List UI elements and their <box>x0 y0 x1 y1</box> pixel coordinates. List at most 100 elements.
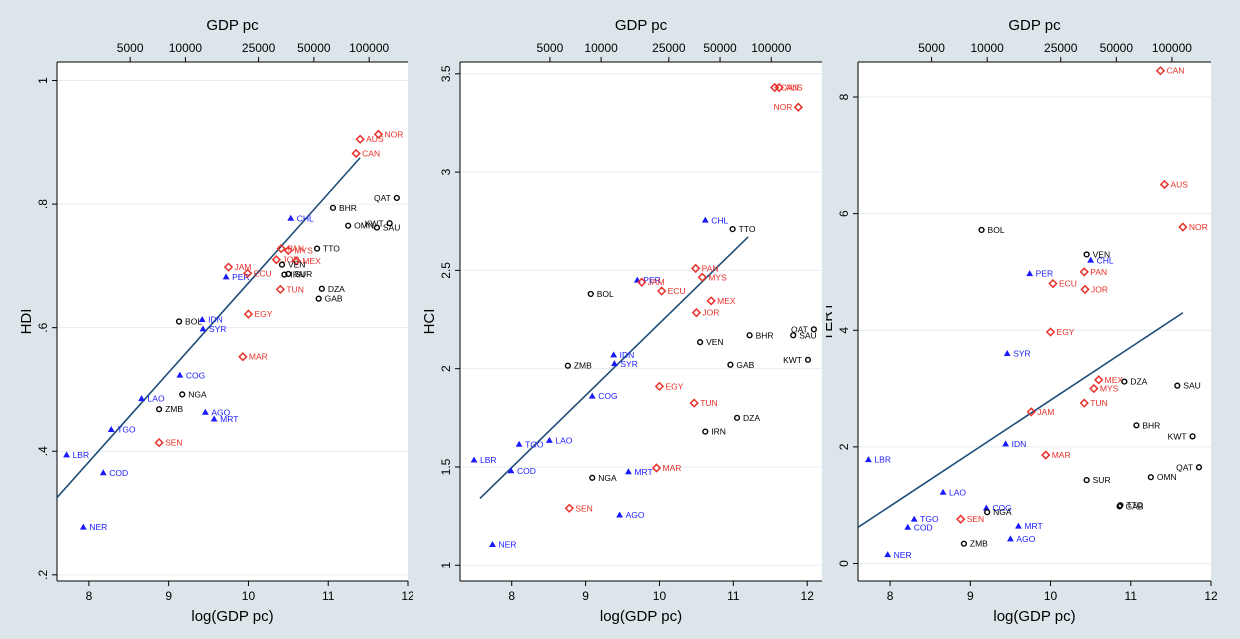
point-label: SEN <box>967 514 984 524</box>
data-point-tun <box>689 398 699 408</box>
data-point-mrt <box>625 468 632 475</box>
point-label: MAR <box>249 352 268 362</box>
point-label: EGY <box>1057 327 1075 337</box>
point-label: QAT <box>374 193 391 203</box>
x-axis-title: log(GDP pc) <box>191 608 273 625</box>
point-label: CHL <box>711 215 728 225</box>
data-point-bhr <box>1133 422 1140 429</box>
point-label: SUR <box>1093 475 1111 485</box>
x-tick-label: 12 <box>801 589 815 603</box>
data-point-cod <box>507 467 515 474</box>
data-point-cod <box>904 523 912 530</box>
data-point-sen <box>154 437 164 448</box>
point-label: KWT <box>365 218 384 228</box>
data-point-aus <box>1159 179 1170 190</box>
data-point-qat <box>810 326 817 333</box>
data-point-cog <box>982 504 990 511</box>
point-label: SAU <box>799 330 816 340</box>
data-point-chl <box>1087 256 1095 263</box>
y-tick-label: 2 <box>439 365 453 372</box>
point-label: TGO <box>525 439 544 449</box>
point-label: COD <box>914 522 933 532</box>
point-label: VEN <box>288 260 305 270</box>
point-label: NGA <box>598 473 617 483</box>
point-label: GAB <box>325 294 343 304</box>
point-label: NER <box>499 540 517 550</box>
point-label: MYS <box>1100 384 1119 394</box>
point-label: JAM <box>235 262 252 272</box>
point-label: BHR <box>756 330 774 340</box>
y-axis-title: HDI <box>18 309 35 335</box>
data-point-sen <box>564 503 574 513</box>
point-label: IRN <box>711 427 726 437</box>
point-label: LBR <box>874 455 891 465</box>
data-point-ecu <box>657 286 667 296</box>
point-label: LBR <box>480 455 497 465</box>
data-point-kwt <box>1189 433 1196 440</box>
point-label: JOR <box>702 308 719 318</box>
point-label: TUN <box>1090 398 1107 408</box>
point-label: SEN <box>575 503 592 513</box>
point-label: GAB <box>1126 501 1144 511</box>
point-label: ECU <box>668 286 686 296</box>
point-label: NGA <box>993 507 1012 517</box>
data-point-idn <box>610 351 618 358</box>
data-point-zmb <box>960 540 968 547</box>
point-label: AUS <box>785 83 803 93</box>
data-point-dza <box>733 414 741 421</box>
data-point-nor <box>373 129 384 139</box>
point-label: MAR <box>663 463 682 473</box>
top-axis-title: GDP pc <box>1008 17 1061 34</box>
data-point-sau <box>373 224 380 231</box>
point-label: EGY <box>254 309 272 319</box>
data-point-syr <box>1003 349 1011 356</box>
data-point-mar <box>651 463 662 473</box>
y-tick-label: 3 <box>439 168 453 175</box>
y-tick-label: 1.5 <box>439 458 453 475</box>
data-point-zmb <box>156 406 163 413</box>
x-tick-label: 10 <box>242 589 256 603</box>
point-label: IDN <box>208 315 223 325</box>
data-point-tgo <box>515 440 523 447</box>
top-tick-label: 5000 <box>117 41 144 55</box>
top-tick-label: 10000 <box>970 41 1004 55</box>
data-point-sau <box>1174 382 1181 389</box>
point-label: LAO <box>949 487 966 497</box>
data-point-qat <box>393 194 400 202</box>
data-point-ecu <box>242 268 253 278</box>
x-tick-label: 12 <box>1204 589 1218 603</box>
data-point-chl <box>701 216 709 223</box>
top-tick-label: 10000 <box>169 41 203 55</box>
point-label: OMN <box>1157 472 1177 482</box>
data-point-ago <box>1007 535 1014 542</box>
data-point-egy <box>1045 327 1056 337</box>
top-tick-label: 25000 <box>242 41 276 55</box>
point-label: KWT <box>1168 431 1187 441</box>
x-tick-label: 8 <box>86 589 93 603</box>
y-tick-label: 8 <box>837 93 851 100</box>
data-point-ven <box>278 261 286 268</box>
data-point-nor <box>793 102 804 112</box>
point-label: AUS <box>1170 179 1188 189</box>
data-point-bol <box>587 290 594 298</box>
point-label: CAN <box>1166 66 1184 76</box>
data-point-mex <box>291 256 301 266</box>
point-label: ZMB <box>574 361 592 371</box>
data-point-mys <box>1089 383 1099 394</box>
point-label: ECU <box>254 268 272 278</box>
data-point-can <box>1155 66 1166 76</box>
point-label: COG <box>598 391 617 401</box>
data-point-tun <box>275 284 286 295</box>
point-label: COD <box>109 468 128 478</box>
data-point-sau <box>790 332 797 339</box>
point-label: NOR <box>773 102 792 112</box>
data-point-per <box>1026 270 1034 277</box>
y-tick-label: .2 <box>36 569 50 579</box>
y-axis-title: TERT <box>826 302 836 341</box>
point-label: EGY <box>665 381 683 391</box>
point-label: QAT <box>791 324 808 334</box>
data-point-ven <box>697 339 704 346</box>
data-point-omn <box>1147 474 1154 481</box>
